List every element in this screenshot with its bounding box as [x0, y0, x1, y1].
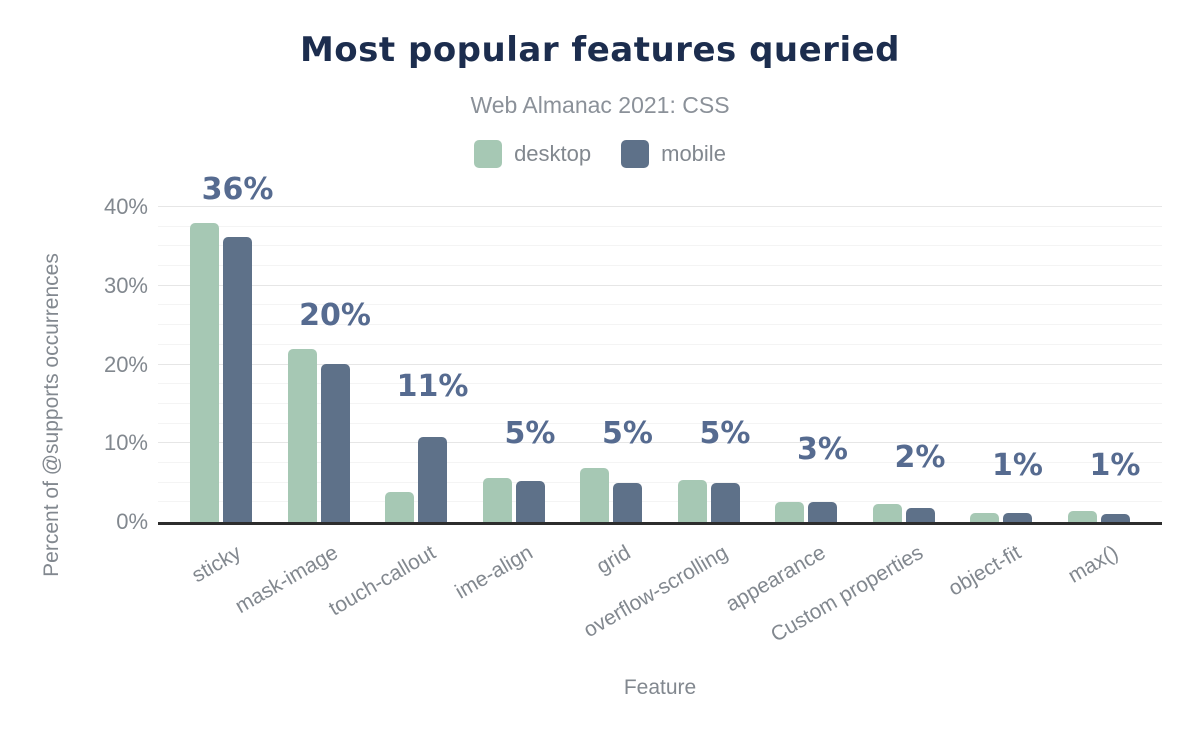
- bar-mobile-mask-image[interactable]: [320, 363, 350, 522]
- gridline: [158, 383, 1162, 385]
- bar-mobile-overflow-scrolling[interactable]: [710, 482, 740, 522]
- bar-mobile-grid[interactable]: [613, 482, 642, 522]
- gridline: [158, 206, 1162, 207]
- bar-value-label: 3%: [797, 431, 848, 467]
- x-category-label: mask-image: [231, 541, 342, 619]
- gridline: [158, 225, 1162, 227]
- gridline: [158, 422, 1162, 424]
- gridline: [158, 304, 1162, 306]
- plot-area: 36% 20% 11% 5% 5% 5% 3% 2% 1% 1%: [158, 172, 1162, 525]
- chart-title: Most popular features queried: [299, 30, 901, 70]
- y-tick-label: 20%: [103, 351, 148, 377]
- gridline: [158, 481, 1162, 483]
- bar-mobile-Custom properties[interactable]: [905, 507, 935, 522]
- bar-value-label: 11%: [396, 368, 469, 404]
- bar-value-label: 5%: [699, 416, 751, 452]
- bar-desktop-object-fit[interactable]: [970, 512, 999, 522]
- gridline: [158, 363, 1162, 365]
- x-category-label: touch-callout: [324, 541, 440, 621]
- y-tick-label: 40%: [103, 194, 148, 219]
- bar-desktop-touch-callout[interactable]: [385, 492, 414, 522]
- legend-label-mobile: mobile: [661, 141, 726, 166]
- bar-desktop-Custom properties[interactable]: [872, 503, 902, 522]
- bar-desktop-overflow-scrolling[interactable]: [677, 480, 707, 522]
- bar-desktop-grid[interactable]: [580, 468, 609, 522]
- bar-mobile-appearance[interactable]: [808, 501, 837, 522]
- gridline: [158, 284, 1162, 286]
- bar-mobile-sticky[interactable]: [223, 236, 252, 522]
- bar-value-label: 1%: [992, 447, 1043, 483]
- x-category-label: max(): [1064, 541, 1122, 588]
- x-axis-title: Feature: [623, 676, 697, 699]
- y-tick-label: 10%: [103, 430, 148, 456]
- gridline: [158, 265, 1162, 267]
- bar-value-label: 20%: [299, 298, 371, 333]
- bar-value-label: 2%: [894, 439, 946, 475]
- legend-item-mobile[interactable]: mobile: [621, 140, 726, 168]
- chart-subtitle: Web Almanac 2021: CSS: [470, 92, 730, 118]
- legend-swatch-desktop: [474, 140, 503, 168]
- y-tick-label: 0%: [116, 509, 148, 534]
- gridline: [158, 245, 1162, 247]
- bar-desktop-max()[interactable]: [1067, 510, 1097, 522]
- bar-desktop-mask-image[interactable]: [287, 348, 317, 522]
- bar-desktop-ime-align[interactable]: [482, 477, 512, 522]
- bar-value-label: 5%: [504, 416, 556, 452]
- legend-swatch-mobile: [621, 140, 650, 168]
- bar-value-label: 36%: [201, 172, 274, 207]
- legend: desktop mobile: [0, 140, 1200, 168]
- bar-mobile-touch-callout[interactable]: [418, 436, 447, 522]
- bar-desktop-appearance[interactable]: [775, 502, 804, 522]
- gridline: [158, 501, 1162, 503]
- x-category-label: ime-align: [451, 541, 537, 604]
- bar-value-label: 5%: [602, 416, 653, 452]
- y-tick-label: 30%: [103, 272, 148, 298]
- gridline: [158, 343, 1162, 345]
- legend-item-desktop[interactable]: desktop: [474, 140, 591, 168]
- bar-mobile-ime-align[interactable]: [515, 481, 545, 522]
- gridline: [158, 402, 1162, 404]
- bar-mobile-object-fit[interactable]: [1003, 512, 1032, 522]
- x-category-label: grid: [592, 541, 635, 579]
- bar-value-label: 1%: [1089, 447, 1141, 483]
- gridline: [158, 324, 1162, 326]
- bar-mobile-max()[interactable]: [1100, 514, 1130, 522]
- y-axis-ticks: 0% 10% 20% 30% 40%: [0, 196, 148, 533]
- x-category-label: sticky: [187, 541, 245, 588]
- bar-desktop-sticky[interactable]: [190, 222, 219, 522]
- gridline: [158, 461, 1162, 463]
- legend-label-desktop: desktop: [514, 141, 592, 166]
- x-category-label: object-fit: [944, 541, 1025, 601]
- gridline: [158, 442, 1162, 444]
- x-axis-labels: sticky mask-image touch-callout ime-align gr…: [158, 525, 1162, 675]
